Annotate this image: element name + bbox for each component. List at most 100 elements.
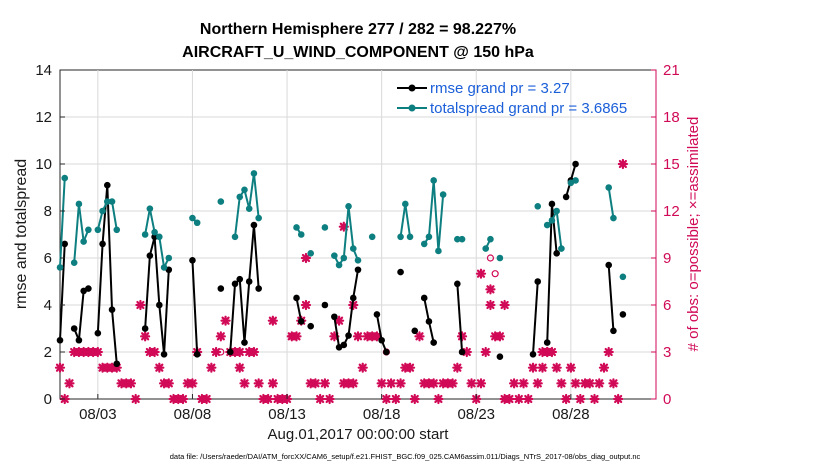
totalspread-point	[487, 235, 494, 243]
rmse-point	[572, 160, 579, 168]
totalspread-segment	[607, 187, 615, 219]
totalspread-point	[454, 235, 461, 243]
obs-assimilated-marker	[556, 378, 567, 389]
rmse-point	[75, 336, 83, 344]
rmse-point	[411, 327, 419, 335]
obs-assimilated-marker	[135, 299, 146, 311]
obs-assimilated-marker	[324, 393, 335, 405]
rmse-point	[605, 261, 612, 269]
obs-possible-marker	[486, 254, 495, 262]
totalspread-point	[619, 273, 627, 281]
right-tick-label: 21	[663, 62, 680, 79]
totalspread-point	[293, 224, 300, 231]
obs-assimilated-marker	[594, 378, 605, 389]
rmse-point	[193, 351, 201, 358]
rmse-point	[529, 351, 537, 358]
totalspread-point	[397, 233, 404, 241]
obs-assimilated-marker	[518, 378, 529, 389]
obs-assimilated-marker	[154, 362, 165, 373]
obs-possible-marker	[288, 332, 296, 340]
x-tick-label: 08/23	[457, 406, 495, 423]
obs-possible-marker	[217, 348, 225, 356]
legend-rmse-label: rmse grand pr = 3.27	[430, 80, 570, 97]
rmse-segment	[352, 269, 359, 299]
totalspread-segment	[427, 180, 435, 237]
obs-assimilated-marker	[584, 378, 595, 389]
rmse-point	[425, 318, 433, 325]
rmse-point	[553, 250, 560, 257]
rmse-point	[70, 325, 78, 332]
totalspread-point	[146, 205, 154, 212]
rmse-point	[378, 336, 385, 344]
totalspread-point	[439, 191, 447, 198]
totalspread-point	[435, 247, 442, 255]
obs-assimilated-marker	[485, 299, 496, 311]
obs-assimilated-marker	[603, 346, 614, 358]
totalspread-point	[331, 252, 338, 259]
obs-assimilated-marker	[163, 378, 174, 389]
x-tick-label: 08/28	[552, 406, 590, 423]
left-axis-ticks: 0 2 4 6 8 10 12 14	[35, 62, 65, 408]
rmse-point	[226, 348, 234, 356]
totalspread-point	[368, 233, 376, 241]
obs-assimilated-marker	[565, 362, 576, 373]
rmse-point	[245, 278, 253, 285]
totalspread-segment	[347, 206, 355, 249]
obs-assimilated-marker	[315, 393, 326, 405]
totalspread-point	[85, 226, 92, 234]
rmse-point	[108, 306, 116, 314]
left-tick-label: 8	[44, 203, 52, 220]
obs-assimilated-marker	[215, 331, 226, 342]
totalspread-point	[156, 233, 163, 241]
rmse-point	[562, 193, 570, 201]
left-tick-label: 6	[44, 250, 52, 267]
obs-assimilated-marker	[537, 362, 548, 373]
obs-assimilated-marker	[234, 346, 245, 358]
obs-assimilated-marker	[551, 362, 562, 373]
obs-possible-marker	[491, 270, 499, 278]
left-tick-label: 12	[35, 109, 52, 126]
rmse-segment	[607, 264, 615, 331]
right-tick-label: 18	[663, 109, 680, 126]
obs-assimilated-marker	[608, 378, 619, 389]
legend: rmse grand pr = 3.27 totalspread grand p…	[397, 80, 627, 117]
rmse-point	[543, 339, 551, 346]
obs-assimilated-marker	[300, 299, 312, 311]
chart-title-line2: AIRCRAFT_U_WIND_COMPONENT @ 150 hPa	[182, 44, 534, 61]
obs-assimilated-marker	[267, 315, 278, 326]
totalspread-point	[80, 238, 87, 245]
totalspread-segment	[248, 173, 255, 209]
rmse-point	[293, 294, 300, 302]
rmse-point	[430, 339, 437, 346]
y-axis-label-right: # of obs: o=possible; ×=assimilated	[685, 117, 702, 352]
right-tick-label: 6	[663, 297, 671, 314]
rmse-point	[99, 240, 106, 248]
totalspread-segment	[342, 206, 350, 259]
totalspread-point	[94, 226, 102, 234]
obs-assimilated-marker	[376, 378, 387, 389]
obs-assimilated-marker	[338, 221, 349, 232]
rmse-point	[241, 339, 248, 346]
obs-assimilated-marker	[617, 158, 628, 170]
rmse-segment	[111, 309, 118, 364]
rmse-point	[141, 325, 149, 332]
rmse-point	[340, 341, 348, 349]
obs-assimilated-marker	[267, 378, 278, 389]
rmse-segment	[229, 283, 237, 353]
rmse-segment	[238, 279, 246, 343]
obs-assimilated-marker	[589, 393, 600, 405]
obs-assimilated-marker	[381, 393, 392, 405]
totalspread-point	[75, 200, 83, 208]
rmse-point	[619, 311, 627, 318]
totalspread-point	[108, 198, 116, 205]
rmse-point	[56, 336, 64, 344]
rmse-point	[548, 200, 556, 208]
rmse-segment	[96, 243, 104, 334]
obs-assimilated-marker	[239, 378, 250, 389]
rmse-point	[85, 285, 92, 292]
rmse-point	[189, 257, 196, 264]
rmse-segment	[375, 314, 383, 341]
left-tick-label: 0	[44, 391, 52, 408]
totalspread-segment	[148, 208, 156, 233]
totalspread-segment	[432, 180, 440, 252]
